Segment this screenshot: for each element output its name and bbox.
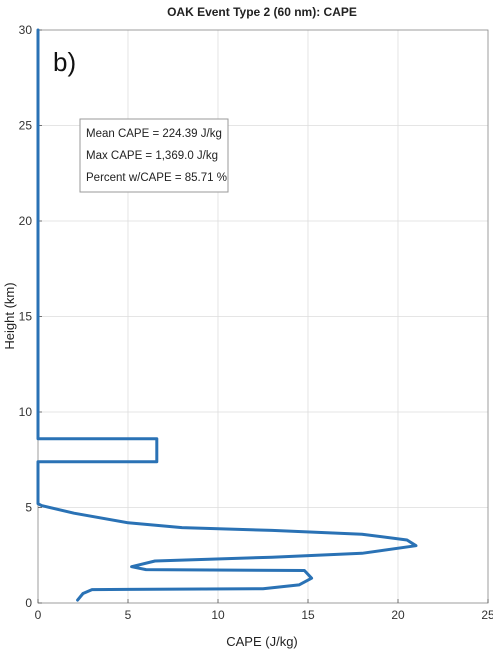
y-tick-label: 10 bbox=[19, 405, 33, 419]
y-tick-label: 20 bbox=[19, 214, 33, 228]
x-axis-title: CAPE (J/kg) bbox=[226, 634, 298, 649]
y-tick-label: 0 bbox=[25, 596, 32, 610]
y-tick-label: 5 bbox=[25, 501, 32, 515]
chart-title: OAK Event Type 2 (60 nm): CAPE bbox=[167, 5, 357, 19]
x-tick-label: 20 bbox=[391, 608, 405, 622]
stats-box bbox=[79, 118, 229, 193]
cape-profile-line bbox=[36, 28, 418, 602]
x-tick-label: 25 bbox=[481, 608, 493, 622]
panel-label: b) bbox=[53, 47, 76, 77]
mean-cape-text: Mean CAPE = 224.39 J/kg bbox=[86, 128, 222, 140]
x-tick-label: 5 bbox=[125, 608, 132, 622]
y-tick-label: 30 bbox=[19, 23, 33, 37]
x-tick-label: 0 bbox=[35, 608, 42, 622]
percent-cape-text: Percent w/CAPE = 85.71 % bbox=[86, 172, 227, 184]
y-axis-title: Height (km) bbox=[2, 282, 17, 349]
max-cape-text: Max CAPE = 1,369.0 J/kg bbox=[86, 150, 218, 162]
ticks: 0 5 10 15 20 25 0 5 10 15 20 25 30 bbox=[19, 23, 493, 622]
y-tick-label: 15 bbox=[19, 310, 33, 324]
x-tick-label: 10 bbox=[211, 608, 225, 622]
x-tick-label: 15 bbox=[301, 608, 315, 622]
y-tick-label: 25 bbox=[19, 119, 33, 133]
